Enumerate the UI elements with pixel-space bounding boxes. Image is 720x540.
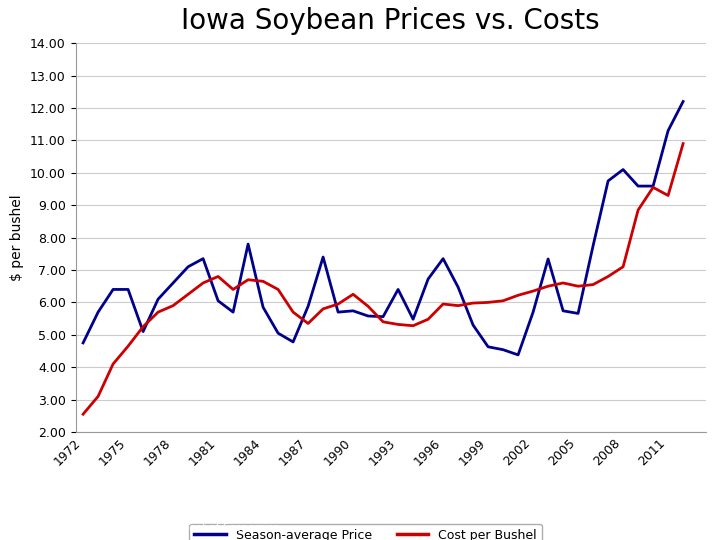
Title: Iowa Soybean Prices vs. Costs: Iowa Soybean Prices vs. Costs xyxy=(181,8,600,35)
Y-axis label: $ per bushel: $ per bushel xyxy=(11,194,24,281)
Text: Iowa State University: Iowa State University xyxy=(14,500,181,514)
Text: Ag Decision Maker: Ag Decision Maker xyxy=(544,506,706,520)
Text: Extension and Outreach/Department of Economics: Extension and Outreach/Department of Eco… xyxy=(14,523,279,533)
Legend: Season-average Price, Cost per Bushel: Season-average Price, Cost per Bushel xyxy=(189,524,541,540)
